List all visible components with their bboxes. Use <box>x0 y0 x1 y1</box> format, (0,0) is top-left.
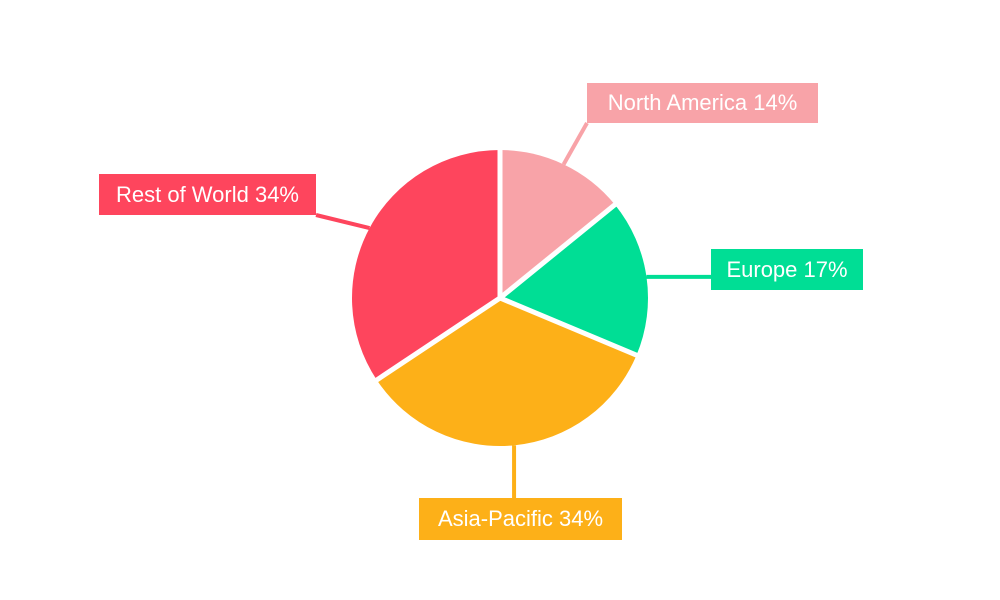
pie-label-text: Rest of World 34% <box>115 181 299 207</box>
pie-slice-asia-pacific[interactable] <box>376 298 637 447</box>
slice-separator <box>374 295 502 383</box>
leader-line-rest-of-world <box>315 213 371 231</box>
slice-separator <box>499 295 639 358</box>
leader-line-north-america <box>561 122 589 166</box>
slice-separator <box>498 202 618 300</box>
pie-slice-europe[interactable] <box>500 204 648 356</box>
pie-label-text: North America 14% <box>607 90 798 115</box>
pie-label-rest-of-world: Rest of World 34% <box>99 174 316 215</box>
pie-label-text: Europe 17% <box>726 256 848 282</box>
pie-label-asia-pacific: Asia-Pacific 34% <box>419 498 622 540</box>
pie-label-europe: Europe 17% <box>711 249 863 290</box>
pie-slice-north-america[interactable] <box>500 150 615 298</box>
pie-label-text: Asia-Pacific 34% <box>437 506 604 531</box>
pie-label-north-america: North America 14% <box>587 83 818 123</box>
